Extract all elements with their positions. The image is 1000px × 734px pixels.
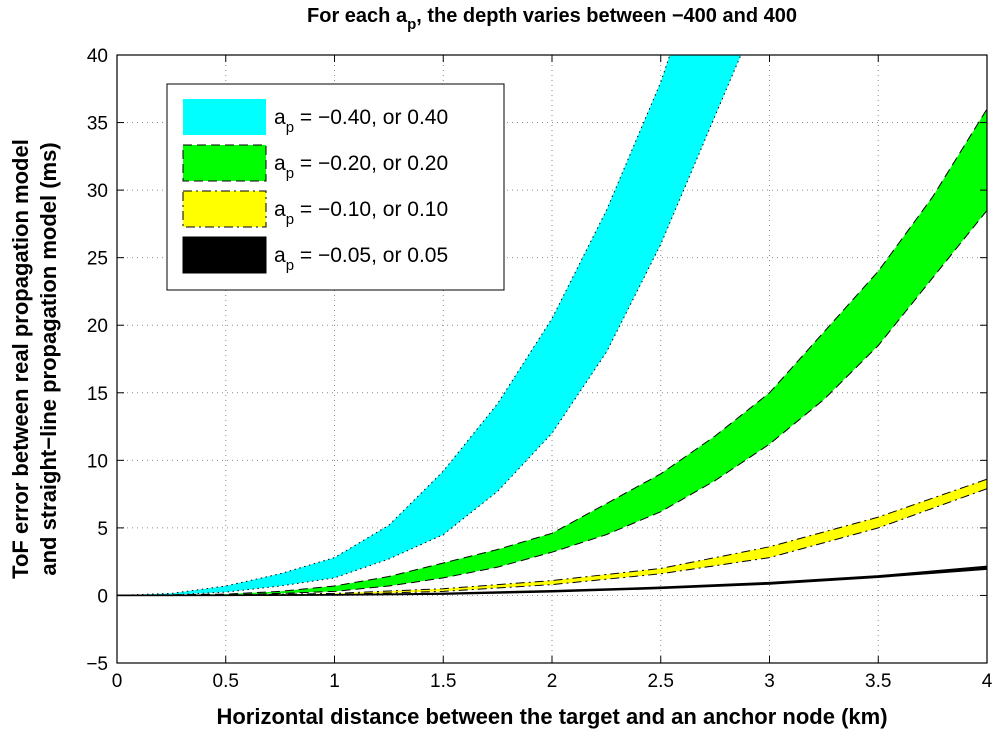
x-tick-label: 2.5: [648, 671, 674, 692]
series-lower-edge: [117, 568, 987, 597]
x-tick-label: 3.5: [865, 671, 891, 692]
chart-title: For each ap, the depth varies between −4…: [307, 5, 797, 33]
series-band-2: [117, 478, 987, 596]
series-band-fill: [117, 479, 987, 596]
series-bands: [117, 55, 987, 597]
ticks: [116, 54, 988, 664]
legend-swatch: [183, 99, 266, 135]
y-tick-label: 30: [87, 181, 108, 202]
series-upper-edge: [117, 108, 987, 596]
y-tick-label: 15: [87, 384, 108, 405]
x-axis-label: Horizontal distance between the target a…: [216, 704, 887, 729]
series-band-3: [117, 565, 987, 597]
y-tick-labels: −5 0 5 10 15 20 25 30 35 40: [86, 46, 108, 675]
y-tick-label: 40: [87, 46, 108, 67]
y-tick-label: 35: [87, 114, 108, 135]
legend-swatch: [182, 144, 267, 182]
series-band-1: [117, 108, 987, 596]
series-lower-edge: [117, 488, 987, 596]
x-tick-label: 3: [764, 671, 775, 692]
y-tick-label: 25: [87, 249, 108, 270]
legend-label: ap = −0.40, or 0.40: [274, 106, 448, 136]
x-tick-label: 1.5: [430, 671, 456, 692]
y-tick-label: 5: [97, 519, 108, 540]
legend: ap = −0.40, or 0.40 ap = −0.20, or 0.20 ap…: [166, 83, 505, 291]
y-tick-label: −5: [86, 654, 108, 675]
legend-swatch: [182, 190, 267, 228]
series-band-0: [117, 55, 742, 596]
legend-label: ap = −0.20, or 0.20: [274, 152, 448, 182]
legend-swatch: [182, 236, 267, 274]
series-lower-edge: [117, 55, 742, 596]
series-upper-edge: [117, 478, 987, 596]
x-tick-labels: 0 0.5 1 1.5 2 2.5 3 3.5 4: [112, 671, 993, 692]
y-tick-label: 10: [87, 451, 108, 472]
x-tick-label: 1: [329, 671, 340, 692]
legend-label: ap = −0.05, or 0.05: [274, 244, 448, 274]
y-tick-label: 0: [97, 586, 108, 607]
series-band-fill: [117, 109, 987, 596]
x-tick-label: 0.5: [213, 671, 239, 692]
y-axis-label-line-2: and straight−line propagation model (ms): [36, 142, 61, 575]
legend-label: ap = −0.10, or 0.10: [274, 198, 448, 228]
y-axis-label-line-1: ToF error between real propagation model: [8, 139, 33, 579]
x-tick-label: 2: [547, 671, 558, 692]
series-band-fill: [117, 55, 741, 596]
y-tick-label: 20: [87, 316, 108, 337]
x-tick-label: 4: [982, 671, 993, 692]
series-lower-edge: [117, 210, 987, 596]
x-tick-label: 0: [112, 671, 123, 692]
